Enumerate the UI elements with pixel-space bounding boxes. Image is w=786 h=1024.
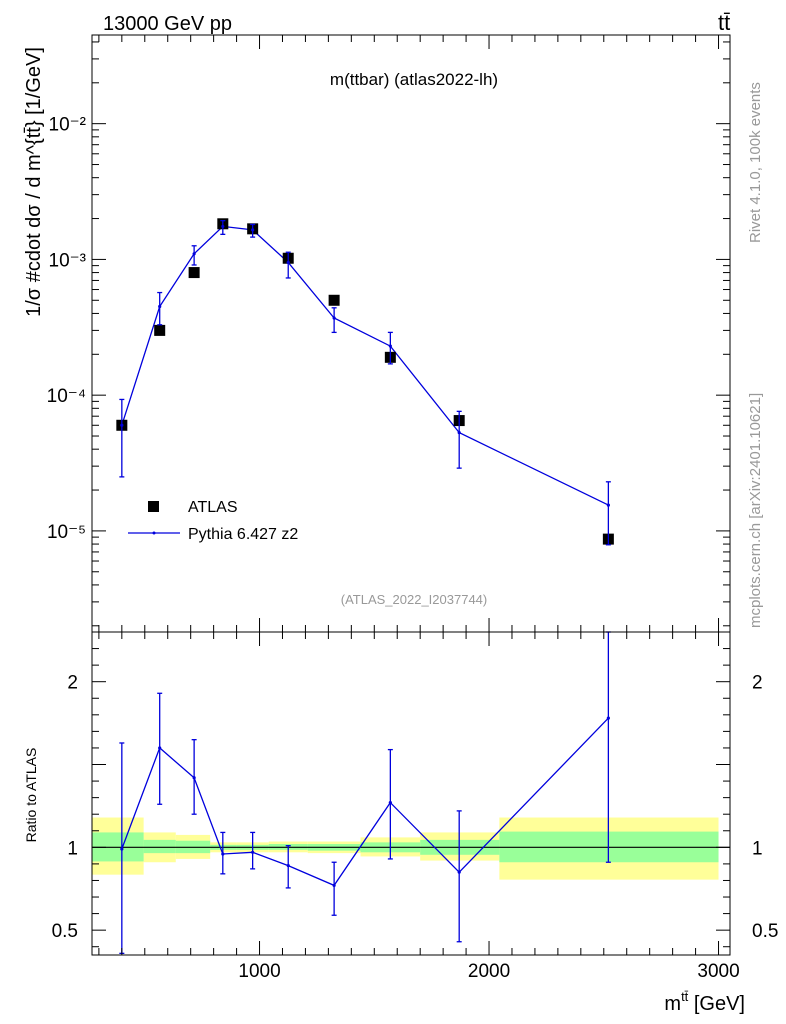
legend-atlas-label: ATLAS <box>188 499 238 516</box>
pythia-point <box>221 224 225 229</box>
x-tick-label: 2000 <box>468 961 510 982</box>
ratio-y-tick-label-right: 1 <box>752 838 763 859</box>
ratio-y-axis-label: Ratio to ATLAS <box>23 748 39 843</box>
legend-pythia-marker <box>152 531 156 535</box>
ratio-panel: 0.5 0.5 1 1 2 2 1000 2000 3000 Ratio to ATLAS mt… <box>23 631 778 1015</box>
atlas-point <box>188 267 200 279</box>
rivet-label: Rivet 4.1.0, 100k events <box>747 82 764 243</box>
pythia-point <box>120 423 124 427</box>
ratio-point <box>332 883 336 888</box>
pythia-point <box>251 228 255 232</box>
ratio-y-tick-label: 0.5 <box>52 921 78 942</box>
legend-pythia-label: Pythia 6.427 z2 <box>188 526 298 543</box>
pythia-point <box>332 316 336 320</box>
ratio-point <box>221 852 225 856</box>
ratio-point <box>606 716 610 720</box>
legend: ATLAS Pythia 6.427 z2 <box>128 499 298 543</box>
ratio-point <box>457 870 461 874</box>
ratio-point <box>120 847 124 851</box>
mcplots-label: mcplots.cern.ch [arXiv:2401.10621] <box>747 393 764 628</box>
main-title: m(ttbar) (atlas2022-lh) <box>330 70 498 89</box>
ratio-point <box>158 746 162 750</box>
energy-label: 13000 GeV pp <box>103 13 232 35</box>
pythia-point <box>158 304 162 309</box>
main-y-tick-label: 10⁻² <box>49 115 87 136</box>
ratio-point <box>192 776 196 780</box>
main-y-axis-label: 1/σ #cdot dσ / d m^{tt̄} [1/GeV] <box>23 47 45 317</box>
main-y-tick-label: 10⁻³ <box>49 250 87 271</box>
x-tick-label: 1000 <box>238 961 280 982</box>
ratio-y-tick-label: 2 <box>67 673 78 694</box>
pythia-point <box>457 430 461 435</box>
main-panel: 10⁻⁵ 10⁻⁴ 10⁻³ 10⁻² m(ttbar) (atlas2022-lh)… <box>23 34 731 633</box>
ratio-point <box>388 801 392 805</box>
ratio-point <box>251 850 255 854</box>
pythia-point <box>606 503 610 507</box>
ratio-plot-frame <box>91 631 731 956</box>
process-label: tt̄ <box>718 10 730 35</box>
analysis-watermark: (ATLAS_2022_I2037744) <box>341 592 487 607</box>
ratio-y-tick-label-right: 0.5 <box>752 921 778 942</box>
x-tick-label: 3000 <box>697 961 739 982</box>
atlas-point <box>154 324 166 336</box>
x-axis-label: mtt̄ [GeV] <box>664 989 745 1015</box>
ratio-y-tick-label-right: 2 <box>752 673 763 694</box>
pythia-line <box>121 225 609 506</box>
main-y-tick-label: 10⁻⁵ <box>47 522 86 543</box>
ratio-line <box>121 717 609 887</box>
x-axis-label-unit: [GeV] <box>688 993 745 1015</box>
x-axis-label-m: m <box>664 993 681 1015</box>
atlas-point <box>328 294 340 306</box>
pythia-point <box>192 252 196 256</box>
ratio-band-inner <box>143 839 176 854</box>
main-y-tick-label: 10⁻⁴ <box>47 386 86 407</box>
x-axis-label-sup: tt̄ <box>681 989 689 1004</box>
legend-atlas-marker <box>148 501 159 512</box>
pythia-point <box>388 344 392 348</box>
pythia-point <box>286 260 290 265</box>
ratio-point <box>286 863 290 868</box>
ratio-y-tick-label: 1 <box>67 838 78 859</box>
